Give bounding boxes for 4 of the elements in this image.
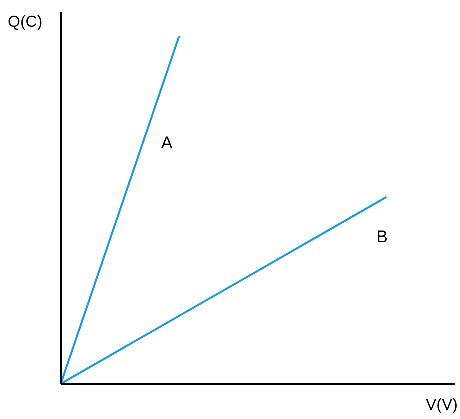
x-axis-title: V(V) bbox=[426, 397, 458, 415]
series-label: B bbox=[376, 227, 388, 246]
y-axis-title: Q(C) bbox=[8, 14, 43, 32]
series-label: A bbox=[161, 133, 174, 152]
